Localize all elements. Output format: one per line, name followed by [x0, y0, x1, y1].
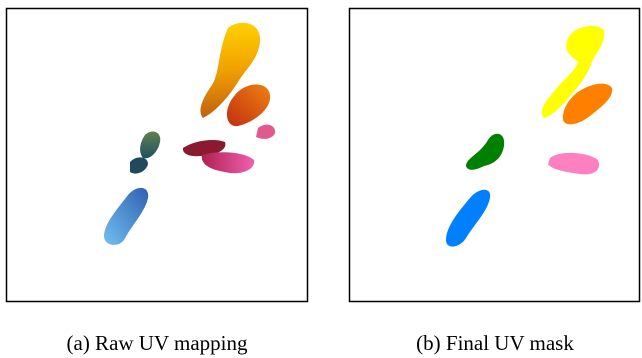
figure: (a) Raw UV mapping (b) Final UV mask — [0, 0, 642, 358]
panel-frame — [7, 9, 308, 302]
panel-b — [350, 9, 640, 302]
caption: (a) Raw UV mapping — [67, 331, 248, 355]
panel-a — [7, 9, 308, 302]
caption: (b) Final UV mask — [416, 331, 574, 355]
